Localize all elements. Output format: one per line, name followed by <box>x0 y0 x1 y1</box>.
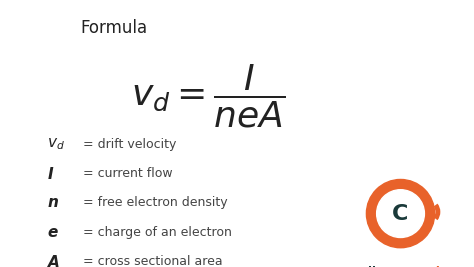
Text: = current flow: = current flow <box>83 167 173 180</box>
Text: = drift velocity: = drift velocity <box>83 138 176 151</box>
Text: $\boldsymbol{e}$: $\boldsymbol{e}$ <box>47 225 59 240</box>
Text: $\mathit{v_d} = \dfrac{I}{neA}$: $\mathit{v_d} = \dfrac{I}{neA}$ <box>131 62 286 130</box>
Text: = free electron density: = free electron density <box>83 197 228 209</box>
Text: = cross sectional area: = cross sectional area <box>83 255 223 267</box>
Text: college: college <box>353 266 401 267</box>
Text: $\boldsymbol{v_d}$: $\boldsymbol{v_d}$ <box>47 136 65 152</box>
Text: $\boldsymbol{A}$: $\boldsymbol{A}$ <box>47 254 61 267</box>
Text: Formula: Formula <box>81 19 148 37</box>
Ellipse shape <box>366 179 435 248</box>
Text: C: C <box>392 204 409 223</box>
Text: search: search <box>401 266 445 267</box>
Text: $\boldsymbol{n}$: $\boldsymbol{n}$ <box>47 195 59 210</box>
Text: = charge of an electron: = charge of an electron <box>83 226 232 239</box>
Ellipse shape <box>377 190 424 237</box>
Text: $\boldsymbol{I}$: $\boldsymbol{I}$ <box>47 166 55 182</box>
